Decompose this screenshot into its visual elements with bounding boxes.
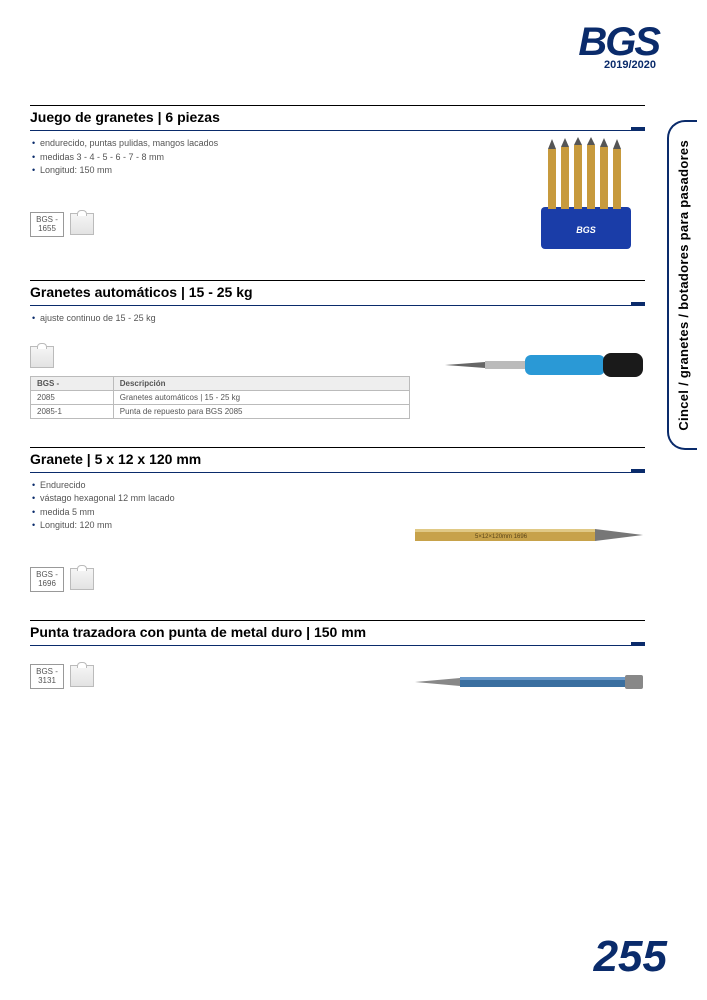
table-header: BGS - bbox=[31, 376, 114, 390]
table-row: BGS - Descripción bbox=[31, 376, 410, 390]
bullet-item: vástago hexagonal 12 mm lacado bbox=[30, 492, 401, 506]
bullet-list: Endurecido vástago hexagonal 12 mm lacad… bbox=[30, 479, 401, 533]
bullet-list: ajuste continuo de 15 - 25 kg bbox=[30, 312, 431, 326]
product-title-bar: Granetes automáticos | 15 - 25 kg bbox=[30, 280, 645, 306]
bullet-item: endurecido, puntas pulidas, mangos lacad… bbox=[30, 137, 511, 151]
bullet-item: medidas 3 - 4 - 5 - 6 - 7 - 8 mm bbox=[30, 151, 511, 165]
product-details: endurecido, puntas pulidas, mangos lacad… bbox=[30, 131, 511, 252]
sku-prefix: BGS - bbox=[36, 570, 58, 580]
page-number: 255 bbox=[594, 932, 667, 982]
product-row: endurecido, puntas pulidas, mangos lacad… bbox=[30, 131, 645, 252]
product-row: Endurecido vástago hexagonal 12 mm lacad… bbox=[30, 473, 645, 592]
bullet-item: Endurecido bbox=[30, 479, 401, 493]
punch-set-icon: BGS bbox=[533, 137, 638, 252]
scriber-icon bbox=[415, 670, 645, 694]
sku-number: 3131 bbox=[36, 676, 58, 686]
product-row: BGS - 3131 bbox=[30, 646, 645, 712]
catalog-page: BGS 2019/2020 Cincel / granetes / botado… bbox=[0, 0, 707, 1000]
sku-box: BGS - 1655 bbox=[30, 212, 64, 237]
category-side-tab: Cincel / granetes / botadores para pasad… bbox=[667, 120, 697, 450]
sku-number: 1655 bbox=[36, 224, 58, 234]
packaging-icon bbox=[30, 346, 54, 368]
product-title: Punta trazadora con punta de metal duro … bbox=[30, 624, 366, 640]
sku-box: BGS - 3131 bbox=[30, 664, 64, 689]
bullet-item: ajuste continuo de 15 - 25 kg bbox=[30, 312, 431, 326]
table-cell: 2085 bbox=[31, 390, 114, 404]
product-row: ajuste continuo de 15 - 25 kg BGS - Desc… bbox=[30, 306, 645, 419]
sku-row: BGS - 1655 bbox=[30, 212, 511, 237]
auto-punch-icon bbox=[445, 343, 645, 388]
packaging-icon bbox=[70, 665, 94, 687]
product-image bbox=[445, 312, 645, 419]
product-details: Endurecido vástago hexagonal 12 mm lacad… bbox=[30, 473, 401, 592]
product-block: Juego de granetes | 6 piezas endurecido,… bbox=[30, 105, 645, 252]
product-details: BGS - 3131 bbox=[30, 646, 401, 712]
svg-text:BGS: BGS bbox=[576, 225, 596, 235]
brand-logo-area: BGS 2019/2020 bbox=[578, 20, 659, 71]
product-title: Granete | 5 x 12 x 120 mm bbox=[30, 451, 201, 467]
content-area: Juego de granetes | 6 piezas endurecido,… bbox=[30, 105, 645, 712]
sku-box: BGS - 1696 bbox=[30, 567, 64, 592]
product-title-bar: Juego de granetes | 6 piezas bbox=[30, 105, 645, 131]
product-title-bar: Punta trazadora con punta de metal duro … bbox=[30, 620, 645, 646]
table-row: 2085 Granetes automáticos | 15 - 25 kg bbox=[31, 390, 410, 404]
product-block: Granete | 5 x 12 x 120 mm Endurecido vás… bbox=[30, 447, 645, 592]
product-details: ajuste continuo de 15 - 25 kg BGS - Desc… bbox=[30, 306, 431, 419]
category-side-tab-text: Cincel / granetes / botadores para pasad… bbox=[676, 140, 691, 431]
sku-row bbox=[30, 346, 431, 368]
table-cell: 2085-1 bbox=[31, 404, 114, 418]
sku-number: 1696 bbox=[36, 579, 58, 589]
product-image bbox=[415, 652, 645, 712]
table-row: 2085-1 Punta de repuesto para BGS 2085 bbox=[31, 404, 410, 418]
bullet-list: endurecido, puntas pulidas, mangos lacad… bbox=[30, 137, 511, 178]
product-block: Granetes automáticos | 15 - 25 kg ajuste… bbox=[30, 280, 645, 419]
product-image: BGS bbox=[525, 137, 645, 252]
table-cell: Punta de repuesto para BGS 2085 bbox=[113, 404, 409, 418]
table-cell: Granetes automáticos | 15 - 25 kg bbox=[113, 390, 409, 404]
product-title: Granetes automáticos | 15 - 25 kg bbox=[30, 284, 253, 300]
sku-prefix: BGS - bbox=[36, 667, 58, 677]
brass-punch-icon: 5×12×120mm 1696 bbox=[415, 521, 645, 549]
sku-table: BGS - Descripción 2085 Granetes automáti… bbox=[30, 376, 410, 419]
sku-row: BGS - 3131 bbox=[30, 664, 401, 689]
packaging-icon bbox=[70, 568, 94, 590]
sku-prefix: BGS - bbox=[36, 215, 58, 225]
bullet-item: Longitud: 120 mm bbox=[30, 519, 401, 533]
sku-row: BGS - 1696 bbox=[30, 567, 401, 592]
bullet-item: medida 5 mm bbox=[30, 506, 401, 520]
product-title: Juego de granetes | 6 piezas bbox=[30, 109, 220, 125]
product-block: Punta trazadora con punta de metal duro … bbox=[30, 620, 645, 712]
table-header: Descripción bbox=[113, 376, 409, 390]
product-title-bar: Granete | 5 x 12 x 120 mm bbox=[30, 447, 645, 473]
product-image: 5×12×120mm 1696 bbox=[415, 479, 645, 592]
packaging-icon bbox=[70, 213, 94, 235]
bullet-item: Longitud: 150 mm bbox=[30, 164, 511, 178]
svg-text:5×12×120mm 1696: 5×12×120mm 1696 bbox=[475, 534, 528, 540]
